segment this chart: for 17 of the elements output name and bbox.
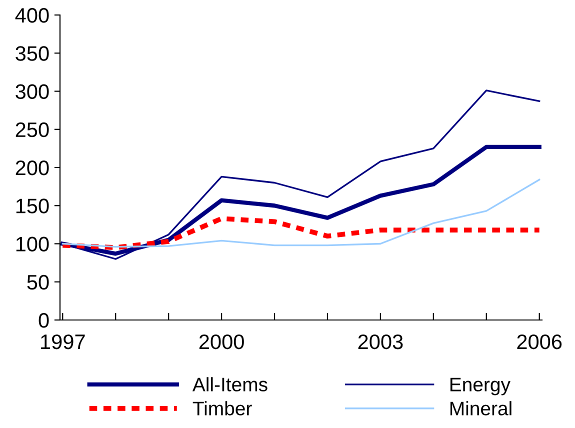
legend-label: Timber xyxy=(192,401,252,416)
legend-label: All-Items xyxy=(192,377,268,392)
y-tick-label: 150 xyxy=(16,198,49,214)
y-tick-label: 50 xyxy=(27,274,49,290)
x-tick-label: 2003 xyxy=(358,334,403,350)
x-tick-label: 1997 xyxy=(41,334,85,350)
y-tick-label: 400 xyxy=(15,8,49,23)
x-tick-label: 2006 xyxy=(517,334,562,350)
y-tick-label: 100 xyxy=(16,236,49,252)
y-tick-label: 350 xyxy=(16,46,49,61)
legend-label: Mineral xyxy=(450,401,512,416)
y-tick-label: 200 xyxy=(16,160,49,176)
y-tick-label: 250 xyxy=(16,122,49,138)
y-tick-label: 300 xyxy=(16,84,49,100)
y-tick-label: 0 xyxy=(38,313,49,328)
x-tick-label: 2000 xyxy=(199,334,244,350)
legend-label: Energy xyxy=(450,378,510,396)
